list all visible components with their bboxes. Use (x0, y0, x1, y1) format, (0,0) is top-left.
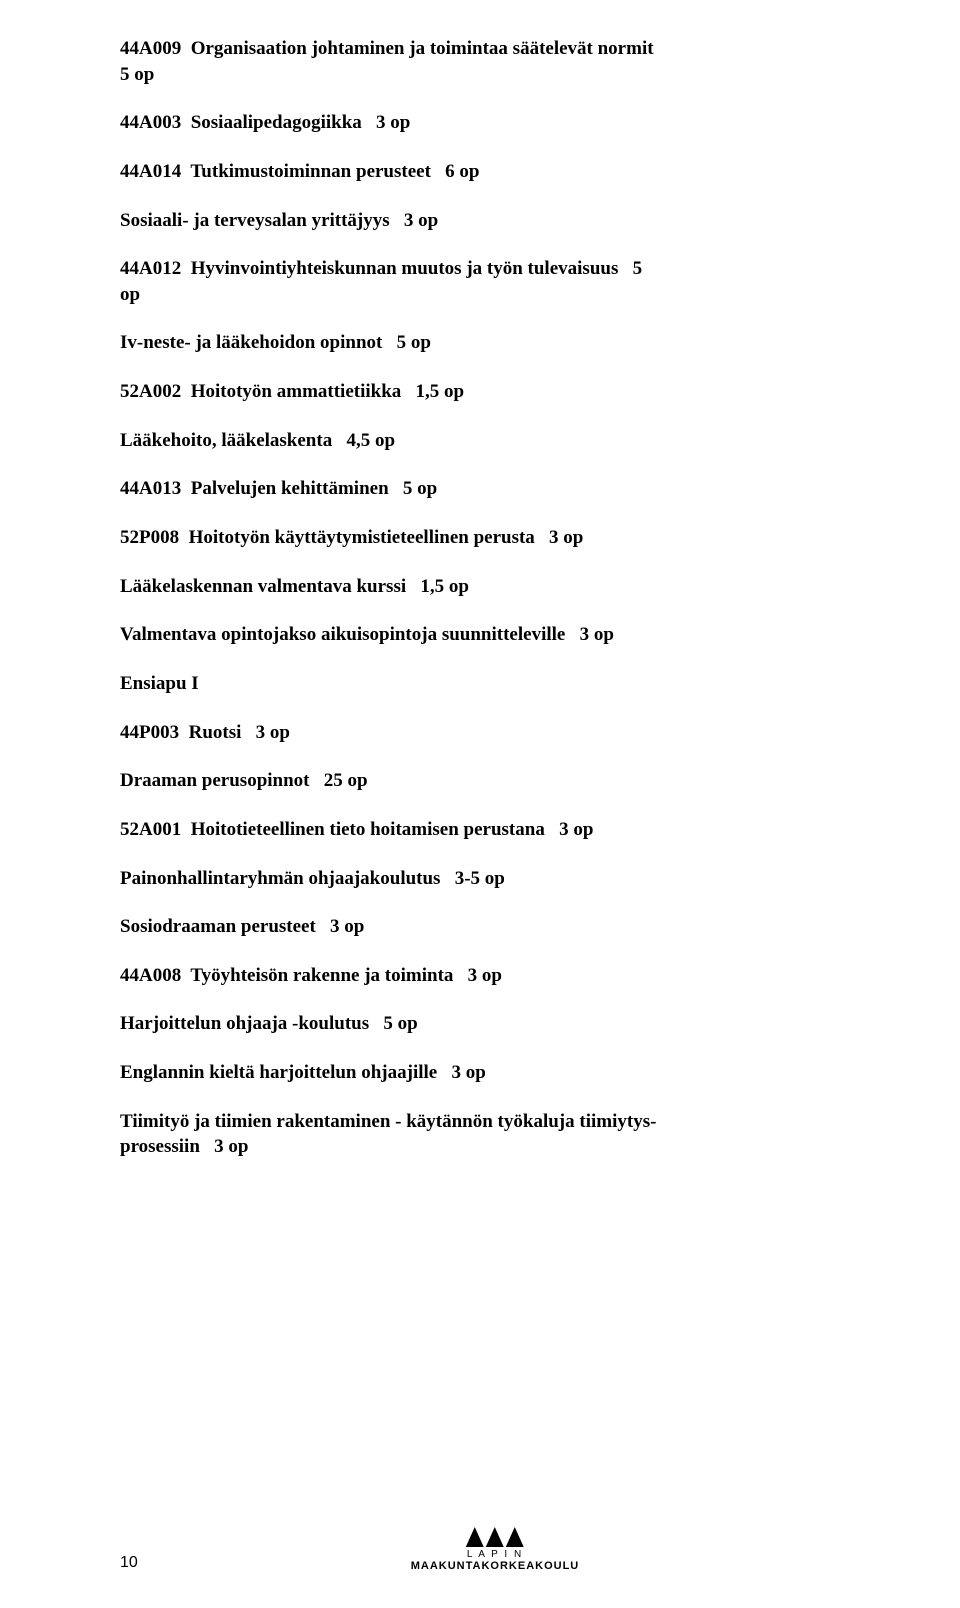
triangle-icon (486, 1527, 504, 1547)
course-line: 44A003 Sosiaalipedagogiikka 3 op (120, 110, 870, 136)
page-body: 44A009 Organisaation johtaminen ja toimi… (0, 0, 960, 1160)
logo-text: L A P I N MAAKUNTAKORKEAKOULU (411, 1549, 580, 1572)
course-line: Tiimityö ja tiimien rakentaminen - käytä… (120, 1109, 870, 1160)
course-line: Painonhallintaryhmän ohjaajakoulutus 3-5… (120, 866, 870, 892)
course-line: 44A014 Tutkimustoiminnan perusteet 6 op (120, 159, 870, 185)
course-line: 44A009 Organisaation johtaminen ja toimi… (120, 36, 870, 87)
course-line: Ensiapu I (120, 671, 870, 697)
course-line: 44P003 Ruotsi 3 op (120, 720, 870, 746)
course-line: 52P008 Hoitotyön käyttäytymistieteelline… (120, 525, 870, 551)
footer-logo: L A P I N MAAKUNTAKORKEAKOULU (411, 1527, 580, 1572)
page-number: 10 (120, 1554, 138, 1572)
course-line: Harjoittelun ohjaaja -koulutus 5 op (120, 1011, 870, 1037)
course-line: Sosiaali- ja terveysalan yrittäjyys 3 op (120, 208, 870, 234)
logo-triangles-icon (411, 1527, 580, 1547)
course-line: 44A008 Työyhteisön rakenne ja toiminta 3… (120, 963, 870, 989)
course-line: 52A002 Hoitotyön ammattietiikka 1,5 op (120, 379, 870, 405)
logo-line2: MAAKUNTAKORKEAKOULU (411, 1560, 580, 1572)
triangle-icon (466, 1527, 484, 1547)
course-line: Sosiodraaman perusteet 3 op (120, 914, 870, 940)
triangle-icon (506, 1527, 524, 1547)
course-line: Valmentava opintojakso aikuisopintoja su… (120, 622, 870, 648)
course-line: Lääkehoito, lääkelaskenta 4,5 op (120, 428, 870, 454)
logo-line1: L A P I N (411, 1549, 580, 1560)
course-line: 52A001 Hoitotieteellinen tieto hoitamise… (120, 817, 870, 843)
course-line: Iv-neste- ja lääkehoidon opinnot 5 op (120, 330, 870, 356)
course-line: 44A013 Palvelujen kehittäminen 5 op (120, 476, 870, 502)
course-line: Draaman perusopinnot 25 op (120, 768, 870, 794)
page-footer: 10 L A P I N MAAKUNTAKORKEAKOULU (120, 1554, 870, 1572)
course-line: Lääkelaskennan valmentava kurssi 1,5 op (120, 574, 870, 600)
course-line: 44A012 Hyvinvointiyhteiskunnan muutos ja… (120, 256, 870, 307)
course-line: Englannin kieltä harjoittelun ohjaajille… (120, 1060, 870, 1086)
